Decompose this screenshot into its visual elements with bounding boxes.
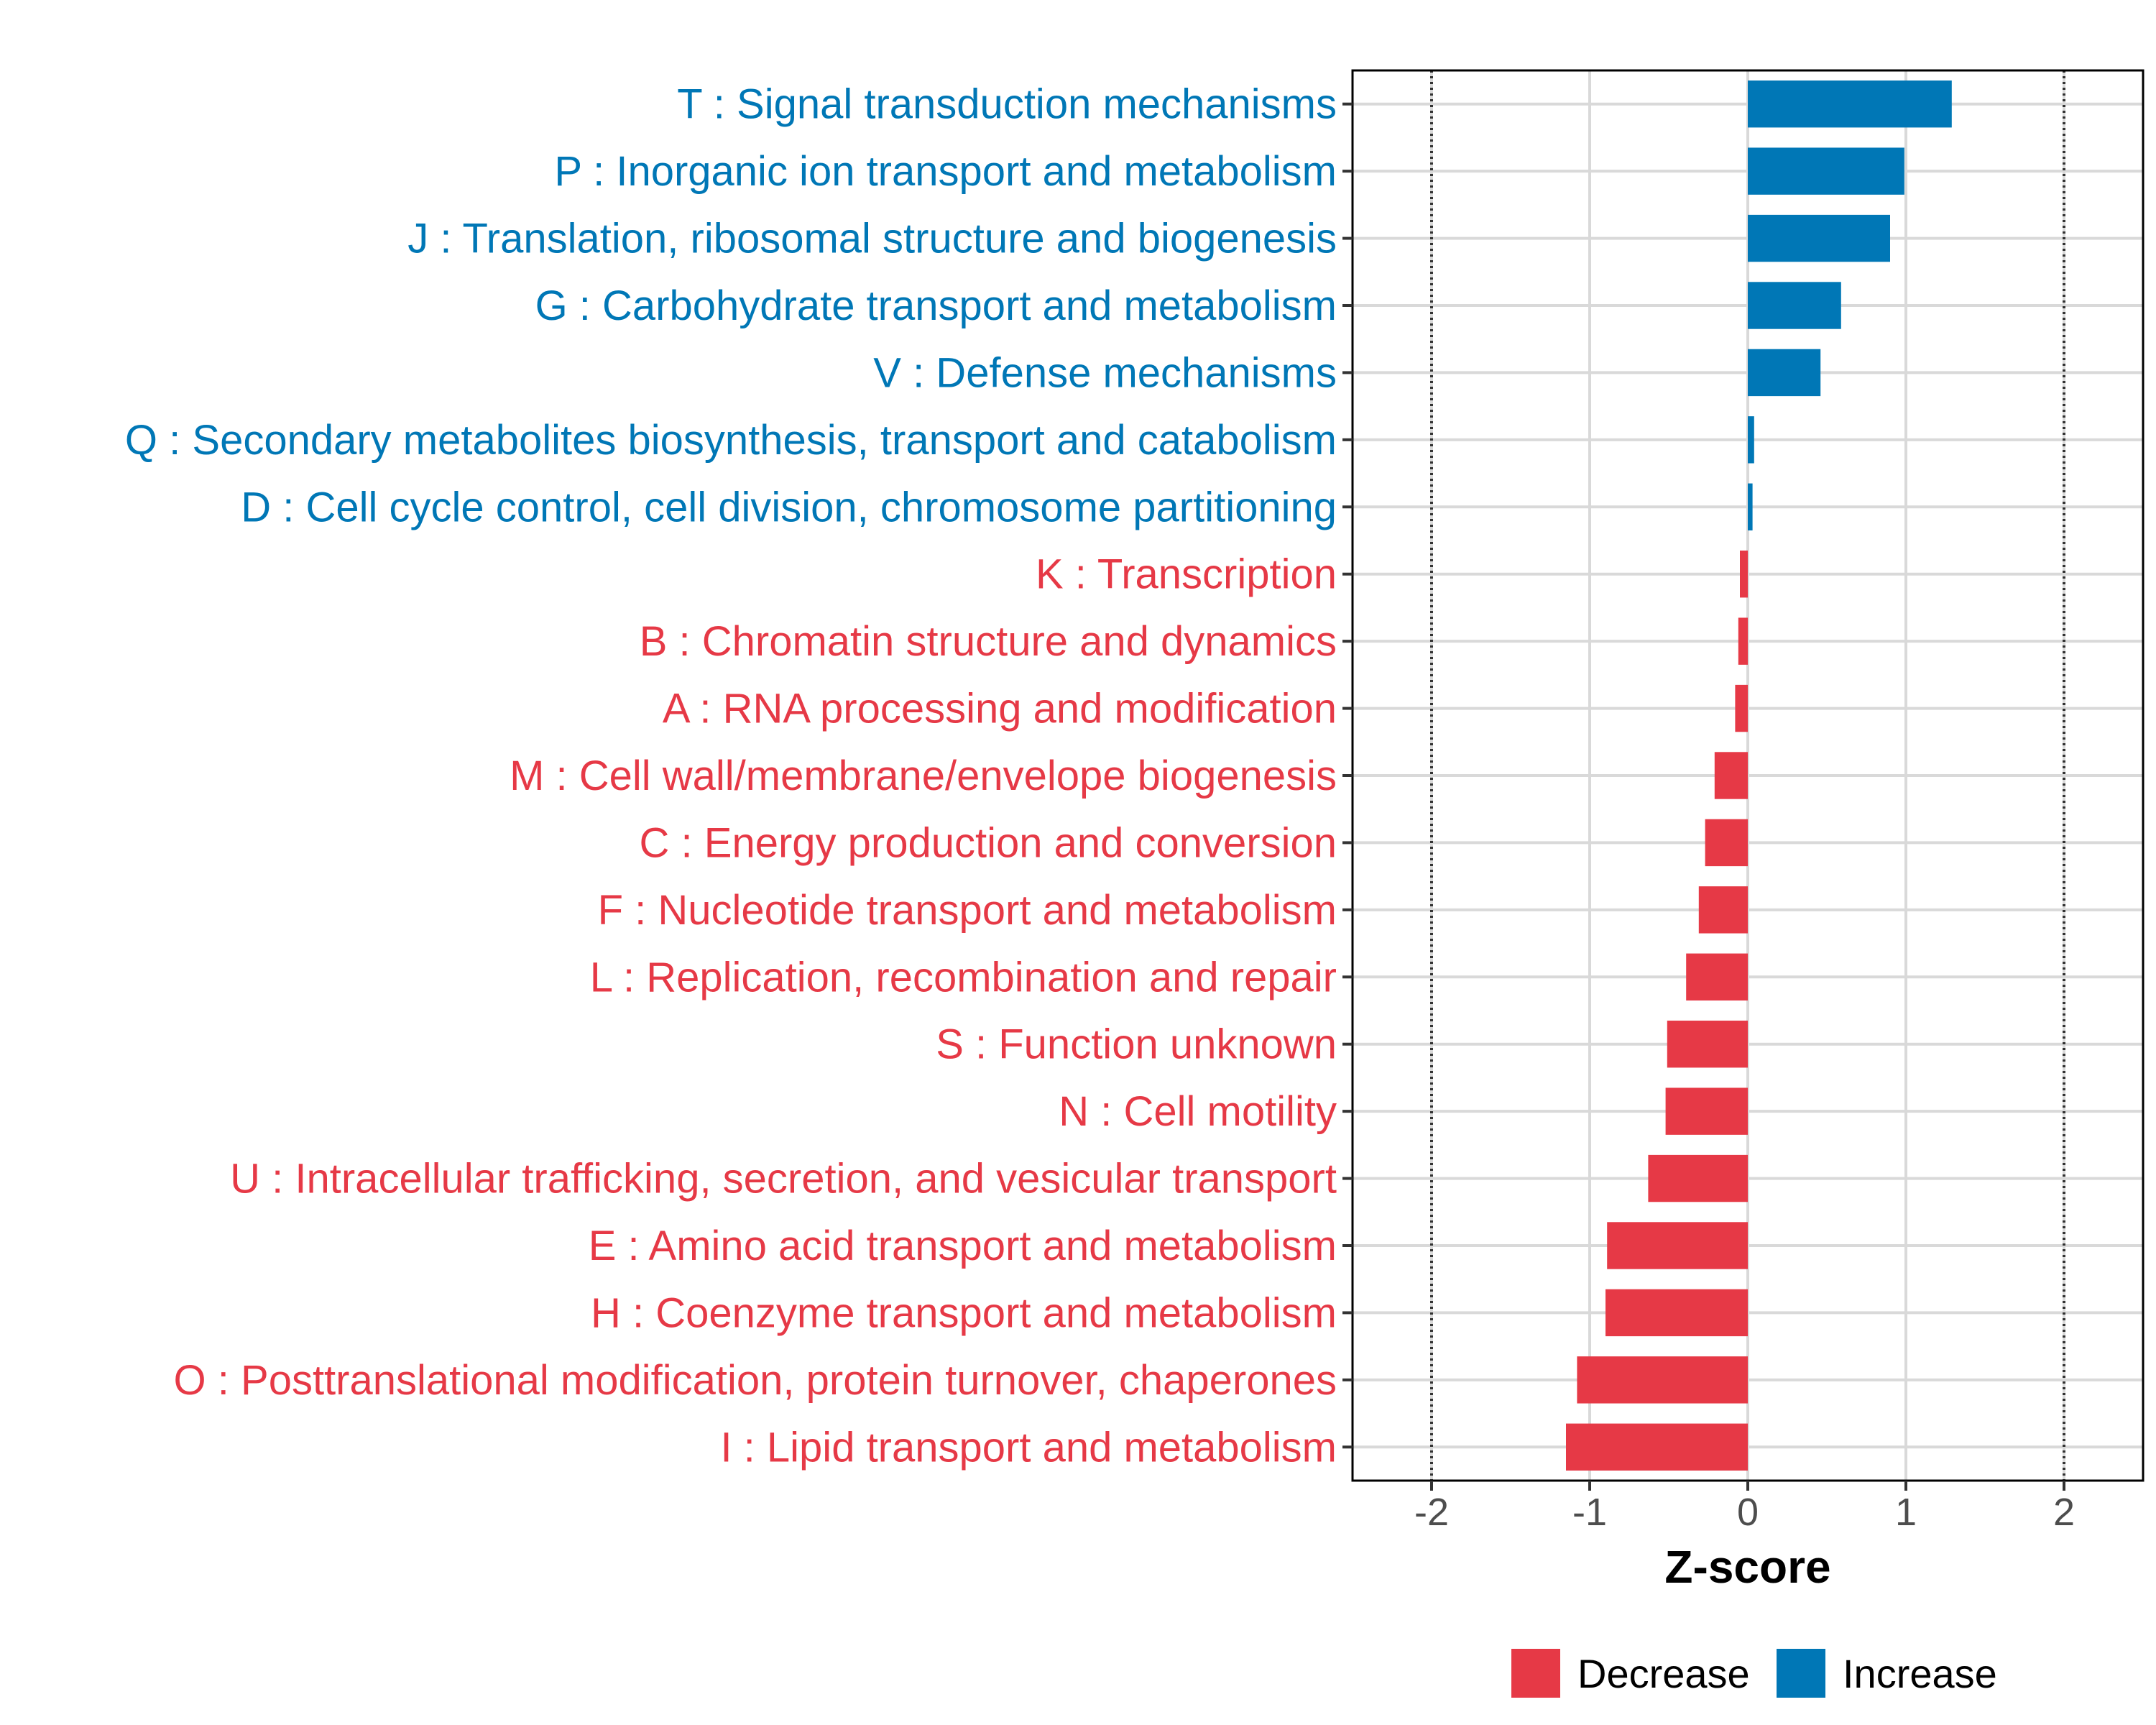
bar	[1566, 1423, 1748, 1471]
bar	[1665, 1087, 1748, 1135]
category-label: S : Function unknown	[936, 1021, 1337, 1068]
category-label: I : Lipid transport and metabolism	[720, 1424, 1337, 1471]
category-label: H : Coenzyme transport and metabolism	[591, 1289, 1337, 1336]
category-label: U : Intracellular trafficking, secretion…	[230, 1156, 1337, 1202]
category-label: K : Transcription	[1036, 551, 1337, 598]
legend-label: Increase	[1843, 1651, 1997, 1696]
category-label: B : Chromatin structure and dynamics	[640, 618, 1337, 665]
bar	[1748, 483, 1753, 530]
category-label: O : Posttranslational modification, prot…	[174, 1357, 1337, 1404]
bar	[1698, 886, 1748, 934]
category-label: C : Energy production and conversion	[640, 819, 1337, 866]
y-axis-ticks	[1342, 102, 1353, 1449]
bar	[1740, 551, 1748, 598]
x-tick-label: -1	[1572, 1491, 1607, 1534]
legend-swatch	[1511, 1649, 1560, 1698]
bar	[1606, 1289, 1748, 1337]
bar	[1607, 1222, 1748, 1269]
bar	[1748, 147, 1904, 195]
category-labels: T : Signal transduction mechanisms P : In…	[125, 81, 1337, 1471]
category-label: P : Inorganic ion transport and metaboli…	[554, 148, 1337, 195]
category-label: N : Cell motility	[1059, 1088, 1337, 1135]
category-label: V : Defense mechanisms	[873, 349, 1337, 396]
x-tick-label: -2	[1414, 1491, 1449, 1534]
bar	[1748, 416, 1754, 464]
x-tick-label: 2	[2053, 1491, 2075, 1534]
legend-label: Decrease	[1577, 1651, 1750, 1696]
category-label: M : Cell wall/membrane/envelope biogenes…	[510, 753, 1337, 799]
bars	[1566, 80, 1952, 1471]
bar	[1577, 1356, 1748, 1404]
x-axis-title: Z-score	[1664, 1541, 1830, 1593]
x-tick-label: 0	[1737, 1491, 1759, 1534]
bar	[1667, 1021, 1748, 1068]
category-label: T : Signal transduction mechanisms	[677, 81, 1337, 128]
legend-swatch	[1777, 1649, 1825, 1698]
category-label: L : Replication, recombination and repai…	[590, 954, 1337, 1000]
category-label: G : Carbohydrate transport and metabolis…	[535, 282, 1337, 329]
category-label: F : Nucleotide transport and metabolism	[598, 887, 1337, 934]
bar	[1735, 684, 1748, 732]
bar	[1714, 752, 1748, 799]
bar	[1748, 282, 1841, 329]
x-axis-ticks: -2 -1 0 1 2	[1414, 1481, 2075, 1534]
bar	[1705, 819, 1748, 867]
bar	[1748, 80, 1952, 128]
category-label: D : Cell cycle control, cell division, c…	[241, 484, 1337, 530]
bar	[1738, 617, 1748, 665]
bar	[1648, 1154, 1748, 1202]
category-label: J : Translation, ribosomal structure and…	[407, 216, 1337, 262]
bar	[1748, 214, 1890, 262]
category-label: E : Amino acid transport and metabolism	[589, 1223, 1337, 1269]
bar	[1748, 349, 1821, 397]
category-label: Q : Secondary metabolites biosynthesis, …	[125, 417, 1337, 464]
category-label: A : RNA processing and modification	[663, 686, 1337, 732]
x-tick-label: 1	[1895, 1491, 1917, 1534]
legend: Decrease Increase	[1511, 1649, 1997, 1698]
bar	[1686, 953, 1748, 1000]
